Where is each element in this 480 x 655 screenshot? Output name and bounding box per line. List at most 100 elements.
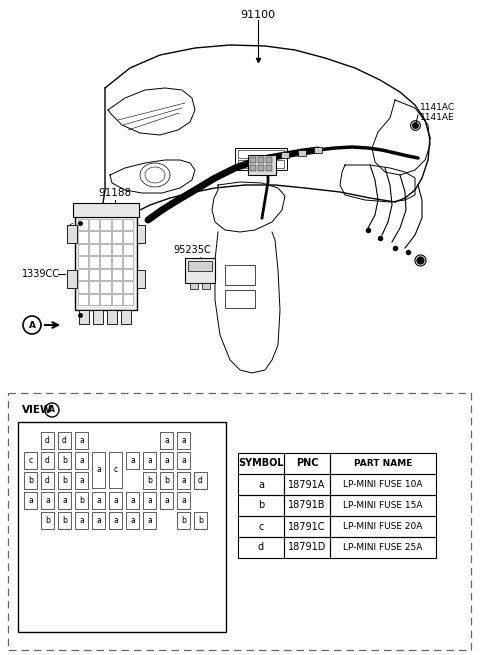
Bar	[238, 453, 284, 474]
Bar	[93, 310, 103, 324]
Text: a: a	[113, 516, 118, 525]
Text: a: a	[164, 456, 169, 465]
Bar	[177, 512, 190, 529]
Bar	[58, 432, 71, 449]
Bar	[58, 492, 71, 509]
Bar	[225, 265, 255, 285]
Text: b: b	[147, 476, 152, 485]
Text: b: b	[164, 476, 169, 485]
Text: b: b	[198, 516, 203, 525]
Text: c: c	[258, 521, 264, 531]
Text: 95235C: 95235C	[173, 245, 211, 255]
Bar	[160, 472, 173, 489]
Bar	[111, 269, 122, 280]
Bar	[143, 492, 156, 509]
Bar	[92, 512, 105, 529]
Text: 1141AE: 1141AE	[420, 113, 455, 121]
Bar	[75, 472, 88, 489]
Text: b: b	[79, 496, 84, 505]
Bar	[100, 269, 110, 280]
Bar	[78, 231, 88, 243]
Bar	[89, 293, 99, 305]
Text: LP-MINI FUSE 15A: LP-MINI FUSE 15A	[343, 501, 423, 510]
Text: a: a	[130, 496, 135, 505]
Bar	[225, 290, 255, 308]
Bar	[89, 244, 99, 255]
Bar	[111, 231, 122, 243]
Text: 18791B: 18791B	[288, 500, 326, 510]
Text: 1141AC: 1141AC	[420, 102, 455, 111]
Bar	[126, 492, 139, 509]
Bar	[79, 310, 89, 324]
Bar	[73, 203, 139, 217]
Text: d: d	[45, 436, 50, 445]
Bar	[41, 512, 54, 529]
Bar	[123, 256, 133, 268]
Bar	[75, 432, 88, 449]
Text: d: d	[198, 476, 203, 485]
Text: a: a	[164, 436, 169, 445]
Text: a: a	[113, 496, 118, 505]
Bar	[24, 452, 37, 469]
Text: a: a	[79, 436, 84, 445]
Bar	[100, 293, 110, 305]
Bar	[238, 160, 284, 168]
Bar	[143, 452, 156, 469]
Bar	[100, 244, 110, 255]
Text: a: a	[130, 516, 135, 525]
Text: a: a	[79, 476, 84, 485]
Bar	[330, 516, 436, 537]
Bar	[75, 492, 88, 509]
Bar	[238, 537, 284, 558]
Bar	[284, 453, 330, 474]
Bar	[177, 472, 190, 489]
Text: a: a	[79, 456, 84, 465]
Bar	[78, 244, 88, 255]
Bar	[109, 512, 122, 529]
Bar	[238, 150, 284, 158]
Bar	[111, 244, 122, 255]
Bar	[100, 219, 110, 231]
Bar	[24, 472, 37, 489]
Text: c: c	[28, 456, 33, 465]
Bar	[123, 293, 133, 305]
Text: 91188: 91188	[98, 188, 132, 198]
Bar	[298, 150, 306, 156]
Bar	[78, 281, 88, 293]
Bar	[58, 512, 71, 529]
Bar	[188, 261, 212, 271]
Text: d: d	[62, 436, 67, 445]
Text: b: b	[181, 516, 186, 525]
Bar	[100, 281, 110, 293]
Text: b: b	[45, 516, 50, 525]
Text: a: a	[164, 496, 169, 505]
Bar	[92, 492, 105, 509]
Bar	[41, 492, 54, 509]
Bar	[78, 256, 88, 268]
Text: a: a	[258, 479, 264, 489]
Bar	[123, 281, 133, 293]
Bar	[238, 516, 284, 537]
Text: A: A	[28, 320, 36, 329]
Bar	[41, 472, 54, 489]
Bar	[123, 269, 133, 280]
Bar	[185, 258, 215, 283]
Bar	[160, 452, 173, 469]
Text: LP-MINI FUSE 10A: LP-MINI FUSE 10A	[343, 480, 423, 489]
Text: 1339CC: 1339CC	[22, 269, 60, 279]
Text: a: a	[45, 496, 50, 505]
Text: a: a	[147, 456, 152, 465]
Bar	[100, 256, 110, 268]
Bar	[238, 495, 284, 516]
Text: 91100: 91100	[240, 10, 276, 20]
Bar	[123, 231, 133, 243]
Bar	[67, 225, 77, 243]
Bar	[284, 516, 330, 537]
Bar	[137, 225, 145, 243]
Bar	[194, 472, 207, 489]
Bar	[89, 219, 99, 231]
Bar	[137, 270, 145, 288]
Bar	[330, 537, 436, 558]
Bar	[266, 165, 272, 171]
Text: a: a	[130, 456, 135, 465]
